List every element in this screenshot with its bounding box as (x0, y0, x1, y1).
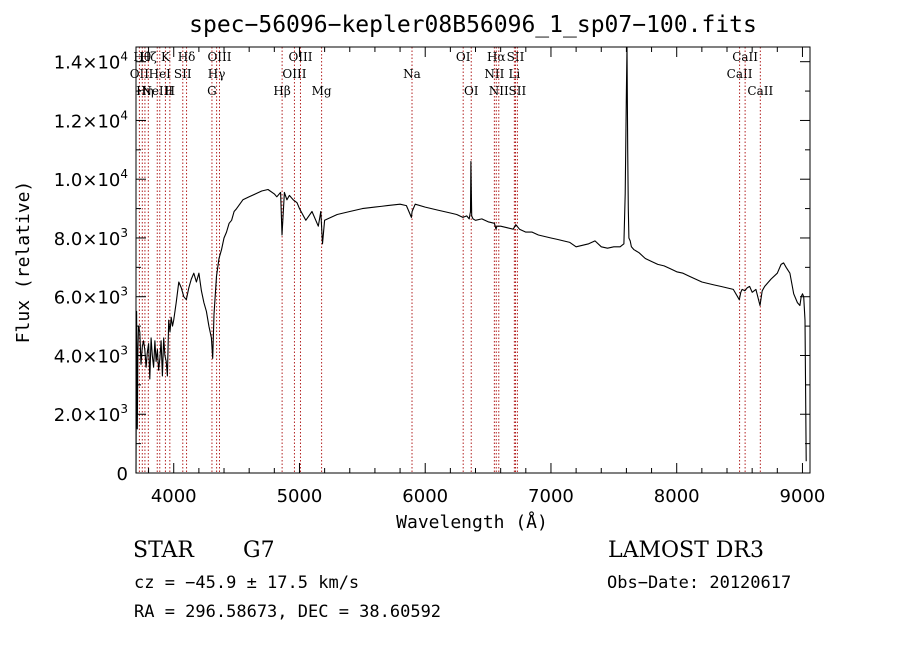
line-marker-label: CaII (732, 50, 758, 64)
line-marker-label: Hα (487, 50, 506, 64)
y-tick-label: 1.4×104 (54, 50, 128, 74)
line-marker-label: Hη (136, 84, 154, 98)
line-marker-label: NII (489, 84, 509, 98)
x-tick-label: 7000 (528, 486, 574, 507)
line-marker-label: HeI (149, 67, 172, 81)
line-marker-label: OI (464, 84, 479, 98)
x-axis-label: Wavelength (Å) (396, 511, 548, 533)
line-marker-label: Hγ (208, 67, 226, 81)
x-tick-label: 6000 (402, 486, 448, 507)
line-marker-label: H (165, 84, 175, 98)
line-marker-label: Hδ (178, 50, 196, 64)
line-marker-label: CaII (727, 67, 753, 81)
line-marker-label: Hθ (133, 50, 151, 64)
line-marker-label: Hβ (273, 84, 290, 98)
line-marker-label: OIII (282, 67, 306, 81)
object-subclass: G7 (243, 538, 275, 563)
line-marker-label: OIII (288, 50, 312, 64)
line-marker-label: Hζ (140, 50, 157, 64)
object-class: STAR (133, 538, 194, 563)
line-marker-label: SII (174, 67, 192, 81)
line-marker-label: G (207, 84, 217, 98)
survey-name: LAMOST DR3 (608, 538, 764, 563)
line-marker-label: SII (509, 84, 527, 98)
line-marker-label: K (161, 50, 171, 64)
y-tick-label: 6.0×103 (54, 285, 128, 309)
line-marker-label: OI (456, 50, 471, 64)
spectral-line-markers: OII Hθ Hη Hζ NeIII HeI K H SII Hδ G Hγ OIII Hβ OIII OII… (130, 47, 773, 473)
line-marker-label: CaII (747, 84, 773, 98)
x-tick-label: 8000 (654, 486, 700, 507)
plot-frame (135, 46, 811, 474)
y-axis-label: Flux (relative) (13, 181, 34, 344)
line-marker-label: Mg (312, 84, 332, 98)
y-tick-label: 1.0×104 (54, 167, 128, 191)
y-tick-label: 4.0×103 (54, 343, 128, 367)
spectrum-line (135, 46, 807, 474)
line-marker-label: NII (484, 67, 504, 81)
redshift-info: cz = −45.9 ± 17.5 km/s (134, 573, 360, 593)
line-marker-label: Li (508, 67, 520, 81)
x-tick-label: 9000 (780, 486, 826, 507)
x-tick-label: 4000 (151, 486, 197, 507)
line-marker-label: OIII (207, 50, 231, 64)
line-marker-label: Na (403, 67, 421, 81)
chart-title: spec−56096−kepler08B56096_1_sp07−100.fit… (189, 12, 757, 38)
x-tick-label: 5000 (277, 486, 323, 507)
y-tick-label: 8.0×103 (54, 226, 128, 250)
observation-date: Obs−Date: 20120617 (607, 573, 792, 593)
y-tick-label: 0 (117, 464, 128, 485)
line-marker-label: OII (130, 67, 150, 81)
line-marker-label: SII (507, 50, 525, 64)
spectrum-series (135, 46, 807, 474)
line-marker-label: NeIII (141, 84, 173, 98)
y-tick-label: 1.2×104 (54, 108, 128, 132)
axes: 4000 5000 6000 7000 8000 9000 0 2.0×103 4.0×103 6… (54, 47, 826, 507)
y-tick-label: 2.0×103 (54, 402, 128, 426)
coordinates: RA = 296.58673, DEC = 38.60592 (134, 602, 442, 622)
